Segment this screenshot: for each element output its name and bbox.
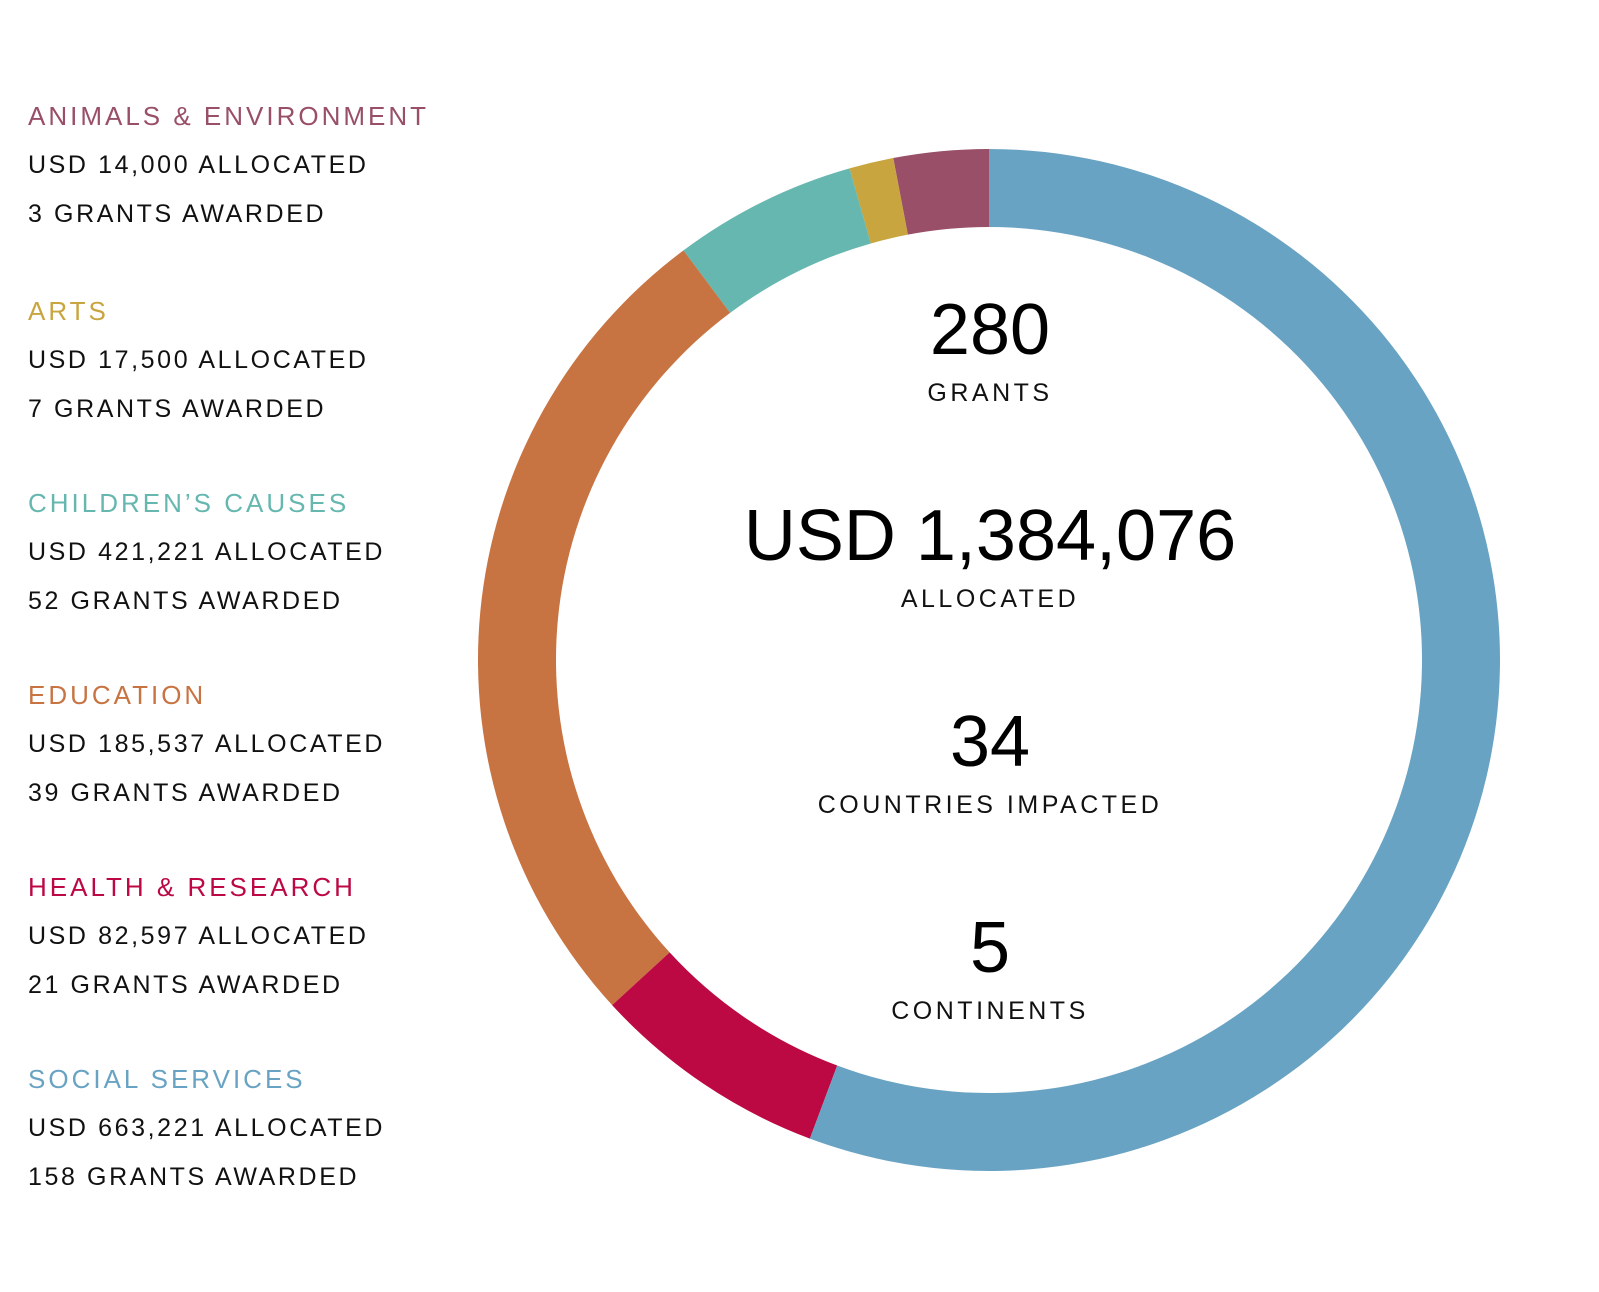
legend-item-social-services: SOCIAL SERVICES USD 663,221 ALLOCATED 15… [28,1064,468,1192]
legend-title: EDUCATION [28,680,207,710]
donut-slice-education [477,250,731,1006]
stat-grants: 280 GRANTS [700,290,1280,408]
legend-title: HEALTH & RESEARCH [28,872,356,902]
grants-label: GRANTS [927,379,1053,407]
legend-allocated: USD 185,537 ALLOCATED [28,730,386,758]
category-legend: ANIMALS & ENVIRONMENT USD 14,000 ALLOCAT… [28,0,468,1292]
legend-title: ARTS [28,296,109,326]
donut-slice-health-research [612,952,838,1139]
legend-title: CHILDREN’S CAUSES [28,488,350,518]
legend-item-health-research: HEALTH & RESEARCH USD 82,597 ALLOCATED 2… [28,872,468,1000]
legend-item-arts: ARTS USD 17,500 ALLOCATED 7 GRANTS AWARD… [28,296,468,424]
countries-value: 34 [949,702,1031,782]
allocated-label: ALLOCATED [900,585,1080,613]
legend-allocated: USD 17,500 ALLOCATED [28,346,369,374]
stat-countries: 34 COUNTRIES IMPACTED [700,702,1280,820]
continents-value: 5 [969,908,1011,988]
legend-item-childrens-causes: CHILDREN’S CAUSES USD 421,221 ALLOCATED … [28,488,468,616]
legend-grants: 7 GRANTS AWARDED [28,395,327,423]
legend-allocated: USD 14,000 ALLOCATED [28,151,369,179]
center-stats: 280 GRANTS USD 1,384,076 ALLOCATED 34 CO… [700,0,1280,1292]
legend-title: ANIMALS & ENVIRONMENT [28,101,430,131]
legend-grants: 158 GRANTS AWARDED [28,1163,360,1191]
legend-grants: 52 GRANTS AWARDED [28,587,343,615]
continents-label: CONTINENTS [891,997,1089,1025]
legend-item-animals-environment: ANIMALS & ENVIRONMENT USD 14,000 ALLOCAT… [28,101,468,229]
donut-slice-children-s-causes [683,168,871,313]
donut-slice-animals-environment [893,149,989,235]
donut-slice-arts [849,158,908,244]
legend-grants: 3 GRANTS AWARDED [28,200,327,228]
stat-allocated: USD 1,384,076 ALLOCATED [700,496,1280,614]
countries-label: COUNTRIES IMPACTED [817,791,1163,819]
legend-allocated: USD 82,597 ALLOCATED [28,922,369,950]
legend-allocated: USD 421,221 ALLOCATED [28,538,386,566]
legend-title: SOCIAL SERVICES [28,1064,306,1094]
stat-continents: 5 CONTINENTS [700,908,1280,1026]
legend-grants: 21 GRANTS AWARDED [28,971,343,999]
legend-allocated: USD 663,221 ALLOCATED [28,1114,386,1142]
legend-item-education: EDUCATION USD 185,537 ALLOCATED 39 GRANT… [28,680,468,808]
legend-grants: 39 GRANTS AWARDED [28,779,343,807]
allocated-value: USD 1,384,076 [743,496,1237,576]
grants-value: 280 [929,290,1051,370]
